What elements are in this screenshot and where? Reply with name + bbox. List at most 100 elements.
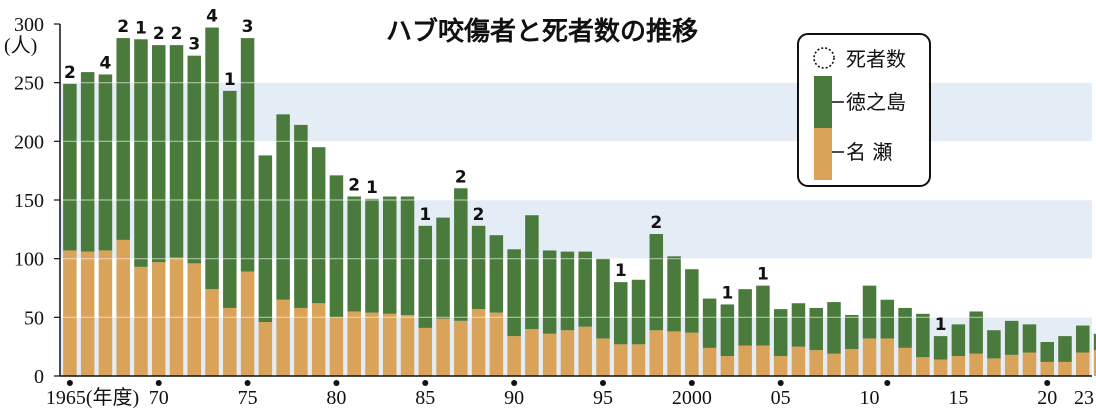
bar-tokunoshima (1093, 333, 1096, 351)
bar-naze (454, 320, 468, 376)
bar-tokunoshima (400, 196, 415, 315)
death-count-label: 2 (455, 167, 467, 187)
bar-tokunoshima (1004, 320, 1019, 355)
death-count-label: 2 (117, 17, 129, 37)
x-tick-label: 10 (860, 387, 880, 409)
death-count-label: 2 (171, 24, 183, 44)
bar-tokunoshima (614, 282, 628, 345)
bar-naze (187, 263, 202, 376)
bar-naze (347, 311, 361, 376)
bar-tokunoshima (80, 72, 95, 252)
bar-naze (1004, 354, 1019, 376)
x-tick-label: 20 (1037, 387, 1057, 409)
x-tick-dot (1044, 380, 1051, 386)
bar-naze (916, 357, 930, 376)
bar-tokunoshima (240, 38, 255, 272)
bar-tokunoshima (1058, 336, 1072, 362)
x-tick-dot (66, 380, 73, 386)
bar-naze (1058, 361, 1072, 376)
bar-tokunoshima (347, 196, 361, 312)
death-count-label: 1 (935, 315, 947, 335)
bar-tokunoshima (880, 299, 895, 339)
bar-tokunoshima (276, 114, 290, 300)
bar-tokunoshima (1040, 341, 1054, 362)
bar-tokunoshima (631, 279, 646, 345)
x-tick-label: 05 (771, 387, 791, 409)
bar-naze (116, 239, 130, 376)
bar-tokunoshima (151, 45, 166, 263)
x-tick-label: 2000 (672, 387, 712, 409)
death-count-label: 4 (100, 53, 112, 73)
legend-deaths-marker (813, 47, 835, 69)
y-tick-label: 0 (34, 366, 44, 388)
y-axis-unit: (人) (4, 34, 37, 57)
bar-tokunoshima (365, 198, 379, 313)
bar-naze (489, 312, 504, 376)
x-tick-label: 95 (593, 387, 613, 409)
bar-tokunoshima (916, 313, 930, 358)
bar-naze (933, 359, 948, 376)
y-tick-label: 250 (14, 73, 44, 95)
bar-naze (63, 250, 77, 376)
bar-tokunoshima (702, 298, 717, 348)
bar-naze (80, 251, 95, 376)
bar-naze (898, 347, 912, 376)
bar-naze (1040, 361, 1054, 376)
x-tick-dot (688, 380, 695, 386)
x-tick-label: 70 (149, 387, 169, 409)
bar-tokunoshima (471, 225, 486, 310)
bar-tokunoshima (382, 196, 397, 314)
death-count-label: 1 (615, 261, 627, 281)
death-count-label: 1 (721, 283, 733, 303)
x-tick-dot (777, 380, 784, 386)
bar-naze (382, 313, 397, 376)
death-count-label: 2 (473, 205, 485, 225)
death-count-label: 1 (757, 265, 769, 285)
legend-naze-label: 名 瀬 (846, 140, 892, 164)
x-tick-label: 90 (504, 387, 524, 409)
bar-tokunoshima (578, 251, 592, 327)
bar-tokunoshima (507, 249, 521, 337)
x-tick-dot (244, 380, 251, 386)
death-count-label: 2 (64, 63, 76, 83)
x-tick-dot (884, 380, 891, 386)
bar-tokunoshima (827, 302, 841, 354)
x-tick-dot (599, 380, 606, 386)
bar-tokunoshima (311, 147, 326, 304)
bar-naze (969, 353, 983, 376)
x-tick-label: 85 (415, 387, 435, 409)
death-count-label: 2 (348, 175, 360, 195)
y-tick-label: 150 (14, 190, 44, 212)
death-count-label: 4 (206, 7, 218, 27)
bar-naze (756, 345, 770, 376)
bar-tokunoshima (809, 307, 823, 351)
bar-tokunoshima (951, 324, 966, 357)
bar-naze (773, 356, 788, 376)
bar-tokunoshima (436, 217, 450, 319)
bar-naze (98, 250, 113, 376)
bar-naze (311, 303, 326, 376)
y-tick-label: 100 (14, 249, 44, 271)
bar-tokunoshima (969, 311, 983, 354)
bar-tokunoshima (525, 215, 539, 330)
y-tick-label: 200 (14, 131, 44, 153)
bar-naze (951, 356, 966, 376)
bar-tokunoshima (898, 307, 912, 348)
bar-naze (720, 356, 735, 376)
bar-tokunoshima (1022, 324, 1037, 353)
bar-naze (151, 262, 166, 376)
bar-naze (258, 322, 273, 376)
bar-tokunoshima (933, 336, 948, 360)
bar-tokunoshima (294, 124, 308, 308)
bar-naze (560, 330, 575, 376)
legend-deaths-label: 死者数 (846, 47, 906, 71)
bar-naze (418, 327, 433, 376)
bar-naze (471, 309, 486, 376)
bar-naze (987, 358, 1001, 376)
bar-tokunoshima (489, 235, 504, 313)
bar-naze (845, 349, 859, 376)
x-tick-dot (155, 380, 162, 386)
bar-tokunoshima (418, 225, 433, 328)
bar-naze (809, 350, 823, 376)
